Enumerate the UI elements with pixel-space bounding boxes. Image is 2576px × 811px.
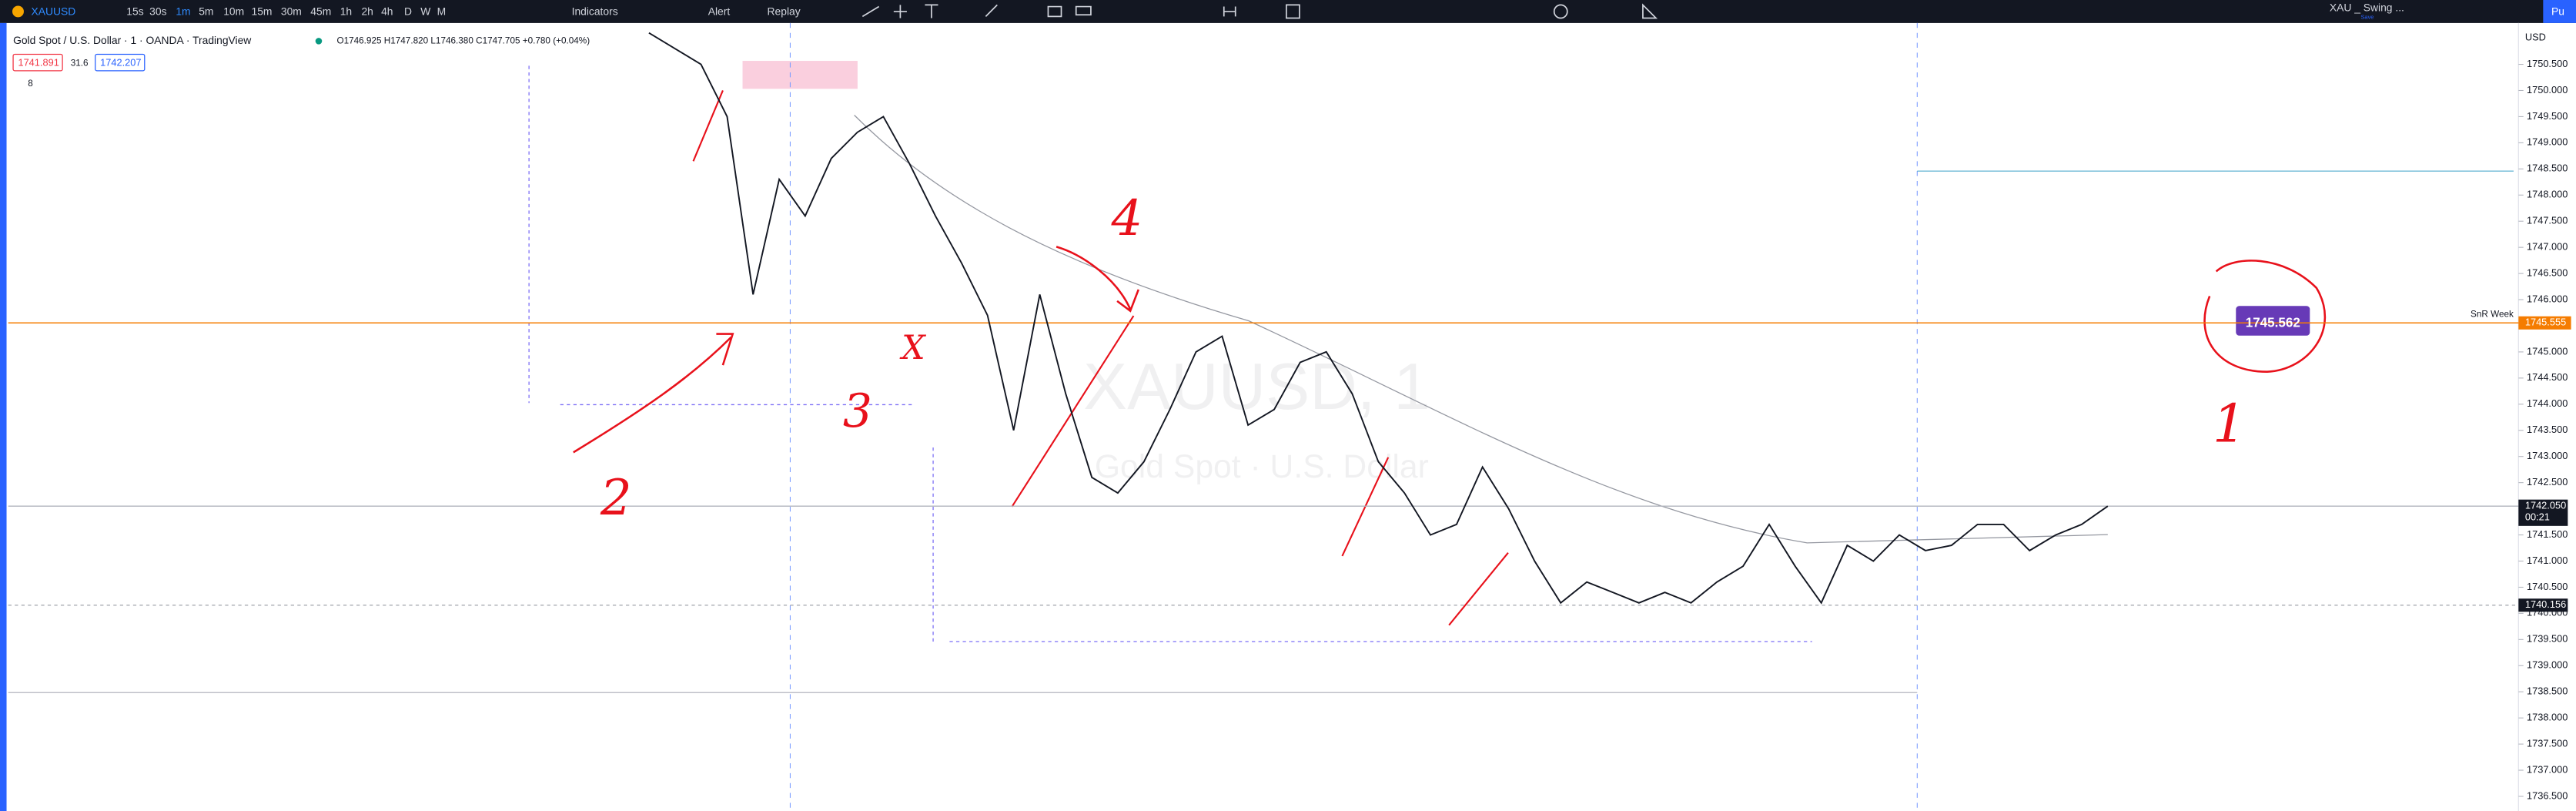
y-tick-label: 1736.500 <box>2527 789 2568 801</box>
countdown: 00:21 <box>2525 511 2550 523</box>
handwritten-note: 1 <box>2213 394 2246 454</box>
price-line <box>648 32 2109 605</box>
crosshair-box <box>2518 598 2568 612</box>
alert-label-box <box>2236 306 2310 336</box>
chart-title: Gold Spot / U.S. Dollar · 1 · OANDA · Tr… <box>13 34 252 46</box>
y-tick-label: 1737.000 <box>2527 763 2568 775</box>
last-price-box <box>2518 499 2568 526</box>
y-tick-label: 1741.000 <box>2527 555 2568 566</box>
top-toolbar <box>0 0 2576 23</box>
timeframe[interactable]: 1h <box>340 5 352 18</box>
y-tick-label: 1741.500 <box>2527 528 2568 540</box>
watermark-symbol: XAUUSD, 1 <box>1083 350 1430 424</box>
publish-button[interactable] <box>2543 0 2576 23</box>
y-tick-label: 1737.500 <box>2527 737 2568 749</box>
watermark-name: Gold Spot · U.S. Dollar <box>1095 448 1429 485</box>
timeframe[interactable]: 30m <box>281 5 302 18</box>
replay-button[interactable]: Replay <box>768 5 801 18</box>
y-tick-label: 1749.500 <box>2527 110 2568 122</box>
timeframe[interactable]: 45m <box>310 5 331 18</box>
alert-label: 1745.562 <box>2246 315 2300 330</box>
timeframe[interactable]: W <box>420 5 431 18</box>
y-tick-label: 1738.500 <box>2527 685 2568 697</box>
timeframe[interactable]: 15m <box>251 5 272 18</box>
drawing-tools <box>861 3 1658 19</box>
indicator-count[interactable]: 8 <box>28 79 33 89</box>
y-tick-label: 1750.500 <box>2527 58 2568 69</box>
zone-rectangle <box>742 61 858 89</box>
y-tick-label: 1739.500 <box>2527 633 2568 645</box>
handwritten-note: 2 <box>600 470 632 527</box>
left-border <box>0 22 7 811</box>
crosshair-label: 1740.156 <box>2525 598 2566 610</box>
alert-button[interactable]: Alert <box>708 5 731 18</box>
layout-name[interactable]: XAU _ Swing ... <box>2330 1 2404 13</box>
moving-average <box>854 115 2108 544</box>
handwritten-note: X <box>899 329 926 367</box>
y-tick-label: 1747.000 <box>2527 241 2568 253</box>
last-price-label: 1742.050 <box>2525 500 2566 511</box>
timeframe[interactable]: 15s <box>126 5 143 18</box>
y-tick-label: 1743.500 <box>2527 424 2568 435</box>
sell-price[interactable]: 1741.891 <box>18 57 59 69</box>
timeframe[interactable]: D <box>404 5 412 18</box>
y-tick-label: 1739.000 <box>2527 659 2568 671</box>
timeframe[interactable]: 4h <box>381 5 393 18</box>
spread: 31.6 <box>71 58 89 68</box>
snr-name: SnR Week <box>2471 310 2514 320</box>
sell-button[interactable] <box>12 53 63 72</box>
handwritten-note: 4 <box>1111 190 1143 247</box>
y-tick-label: 1738.000 <box>2527 712 2568 723</box>
ohlc: O1746.925 H1747.820 L1746.380 C1747.705 … <box>336 35 590 45</box>
timeframe[interactable]: 10m <box>223 5 244 18</box>
y-tick-label: 1744.000 <box>2527 397 2568 409</box>
y-tick-label: 1748.000 <box>2527 189 2568 200</box>
currency: USD <box>2525 31 2546 42</box>
hand-drawings <box>573 246 2327 454</box>
indicators-button[interactable]: Indicators <box>572 5 618 18</box>
y-tick-label: 1742.500 <box>2527 476 2568 488</box>
y-tick-label: 1748.500 <box>2527 163 2568 174</box>
y-tick-label: 1744.500 <box>2527 371 2568 383</box>
timeframe[interactable]: 5m <box>199 5 213 18</box>
y-tick-label: 1750.000 <box>2527 84 2568 96</box>
trend-lines <box>692 90 1509 626</box>
drawings <box>8 22 2514 811</box>
symbol-icon <box>12 5 24 18</box>
symbol[interactable]: XAUUSD <box>32 5 76 18</box>
y-tick-label: 1746.500 <box>2527 266 2568 278</box>
y-tick-label: 1746.000 <box>2527 293 2568 304</box>
save-button[interactable]: Save <box>2360 13 2374 20</box>
y-tick-label: 1745.000 <box>2527 345 2568 357</box>
buy-price[interactable]: 1742.207 <box>100 57 141 69</box>
market-status <box>315 38 323 45</box>
y-tick-label: 1740.500 <box>2527 581 2568 592</box>
snr-label: 1745.555 <box>2525 317 2566 328</box>
y-tick-label: 1747.500 <box>2527 215 2568 226</box>
timeframe[interactable]: 30s <box>149 5 166 18</box>
timeframe[interactable]: 2h <box>361 5 373 18</box>
y-tick-label: 1743.000 <box>2527 450 2568 461</box>
snr-label-box <box>2518 316 2571 330</box>
y-tick-label: 1749.000 <box>2527 136 2568 148</box>
timeframe[interactable]: M <box>437 5 447 18</box>
buy-button[interactable] <box>95 53 146 72</box>
timeframe[interactable]: 1m <box>176 5 190 18</box>
publish-label[interactable]: Pu <box>2551 5 2564 18</box>
handwritten-note: 3 <box>843 385 872 438</box>
